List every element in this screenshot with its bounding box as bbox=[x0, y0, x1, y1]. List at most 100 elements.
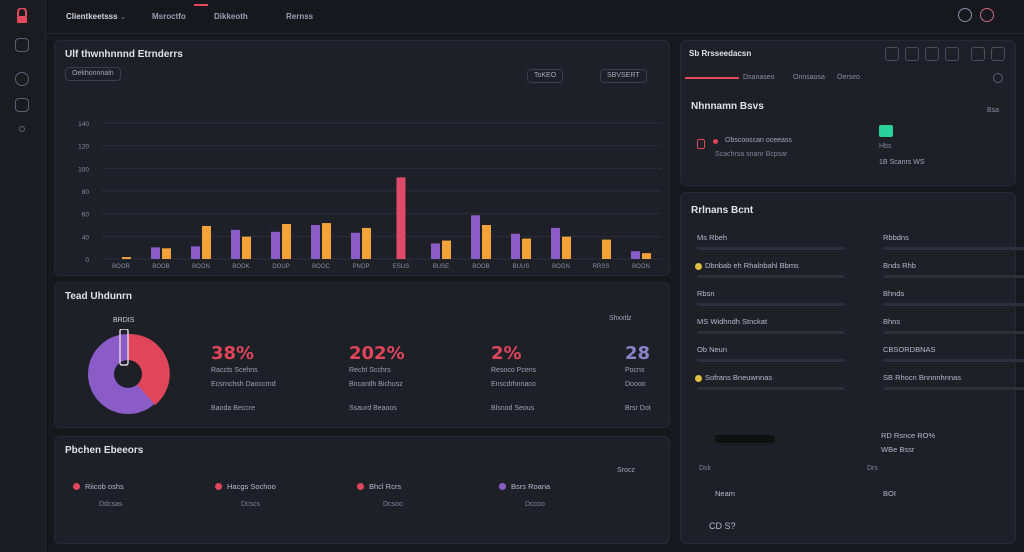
tool-2-icon[interactable] bbox=[905, 47, 919, 61]
tab-clients[interactable]: Clientkeetsss bbox=[66, 12, 118, 21]
bar[interactable] bbox=[282, 224, 291, 259]
settings-row[interactable]: Sofrans Bneuwnnas bbox=[695, 373, 845, 393]
row-label: SB Rhocn Bnnnnhnnas bbox=[883, 373, 961, 382]
y-tick-label: 60 bbox=[82, 212, 90, 219]
bar[interactable] bbox=[442, 240, 451, 259]
row-track bbox=[883, 331, 1024, 334]
pie-label: BRDIS bbox=[113, 317, 135, 324]
settings-row[interactable]: Rbbdns bbox=[881, 233, 1024, 253]
row-label: Ms Rbeh bbox=[697, 233, 728, 242]
item-label: Hacgs Sochoo bbox=[227, 482, 276, 491]
bar[interactable] bbox=[362, 227, 371, 259]
rb-b6: BOI bbox=[883, 489, 896, 498]
tool-6-icon[interactable] bbox=[991, 47, 1005, 61]
bar[interactable] bbox=[471, 215, 480, 259]
settings-row[interactable]: Rbsn bbox=[695, 289, 845, 309]
lower-chip[interactable]: Srocz bbox=[617, 467, 635, 474]
tool-5-icon[interactable] bbox=[971, 47, 985, 61]
item-label: Riicob oshs bbox=[85, 482, 124, 491]
row-track bbox=[883, 359, 1024, 362]
kpi-value: 202% bbox=[349, 343, 405, 364]
chart-chip-a[interactable]: ToKEO bbox=[527, 69, 564, 83]
tool-1-icon[interactable] bbox=[885, 47, 899, 61]
settings-row[interactable]: Ms Rbeh bbox=[695, 233, 845, 253]
bar[interactable] bbox=[431, 243, 440, 259]
bar[interactable] bbox=[202, 225, 211, 259]
settings-row[interactable]: Dbnbab eh Rhalnbahl Bbms bbox=[695, 261, 845, 281]
kpi-line-3: Blsnod Seous bbox=[491, 405, 535, 412]
rt-tab-0[interactable]: Dsanaseo bbox=[743, 74, 775, 81]
notifications-icon[interactable] bbox=[958, 8, 972, 22]
right-bottom-title: Rrlnans Bcnt bbox=[691, 205, 754, 216]
bar[interactable] bbox=[551, 227, 560, 259]
app-logo-icon[interactable] bbox=[15, 8, 29, 24]
tab-details[interactable]: Dikkeoth bbox=[214, 12, 248, 21]
settings-row[interactable]: SB Rhocn Bnnnnhnnas bbox=[881, 373, 1024, 393]
bar[interactable] bbox=[602, 239, 611, 259]
row-track bbox=[883, 387, 1024, 390]
kpi-line-2: Bncantlh Bichusz bbox=[349, 381, 403, 388]
bar[interactable] bbox=[151, 247, 160, 259]
bar[interactable] bbox=[522, 238, 531, 259]
bar[interactable] bbox=[231, 229, 240, 259]
dashboard-icon[interactable] bbox=[15, 38, 29, 52]
settings-row[interactable]: Bhns bbox=[881, 317, 1024, 337]
bar[interactable] bbox=[562, 236, 571, 259]
item-sub: Dcsoo bbox=[383, 501, 403, 508]
rb-b5: Neam bbox=[715, 489, 736, 498]
bar[interactable] bbox=[631, 251, 640, 259]
row-label: Rbbdns bbox=[883, 233, 909, 242]
chart-chip-b[interactable]: SBVSERT bbox=[600, 69, 647, 83]
row-track bbox=[883, 247, 1024, 250]
chart-icon[interactable] bbox=[15, 72, 29, 86]
bar[interactable] bbox=[642, 253, 651, 259]
bar[interactable] bbox=[242, 236, 251, 259]
row-track bbox=[697, 359, 845, 362]
bar[interactable] bbox=[322, 223, 331, 259]
avatar[interactable] bbox=[980, 8, 994, 22]
chart-filter[interactable]: Oekhonnnaln bbox=[65, 67, 121, 81]
pie-chart bbox=[88, 329, 170, 414]
tab-metrics[interactable]: Msroctfo bbox=[152, 12, 186, 21]
rt-row-2: Scachrsa snanr Bcpsar bbox=[715, 151, 788, 158]
users-icon[interactable] bbox=[15, 98, 29, 112]
rb-b1: RD Rsnce RO% bbox=[881, 431, 936, 440]
x-tick-label: BOON bbox=[632, 264, 650, 270]
bar[interactable] bbox=[351, 232, 360, 259]
tool-4-icon[interactable] bbox=[945, 47, 959, 61]
row-label: MS Widhndh Stnckat bbox=[697, 317, 768, 326]
rt-tab-2[interactable]: Oerseo bbox=[837, 74, 860, 81]
bar[interactable] bbox=[482, 225, 491, 259]
tab-reports[interactable]: Rernss bbox=[286, 12, 314, 21]
y-tick-label: 140 bbox=[78, 121, 89, 128]
kpi-line-3: Baoda Beccre bbox=[211, 405, 255, 412]
row-track bbox=[697, 247, 845, 250]
bar[interactable] bbox=[311, 225, 320, 259]
bar[interactable] bbox=[122, 257, 131, 259]
kpi-badge[interactable]: Shxxtlz bbox=[609, 315, 632, 322]
top-bar: Clientkeetsss ⌄ Msroctfo Dikkeoth Rernss bbox=[46, 0, 1024, 34]
settings-row[interactable]: Ob Neun bbox=[695, 345, 845, 365]
right-top-corner: Bsa bbox=[987, 107, 1000, 114]
rt-tab-1[interactable]: Onnsaosa bbox=[793, 74, 825, 81]
rb-footer: CD S? bbox=[709, 521, 736, 531]
tool-3-icon[interactable] bbox=[925, 47, 939, 61]
bar[interactable] bbox=[162, 248, 171, 259]
alert-icon bbox=[697, 139, 705, 149]
masked-field bbox=[715, 435, 775, 443]
settings-row[interactable]: Bnds Rhb bbox=[881, 261, 1024, 281]
bar[interactable] bbox=[511, 233, 520, 259]
bar[interactable] bbox=[271, 231, 280, 259]
settings-row[interactable]: Bhnds bbox=[881, 289, 1024, 309]
settings-icon[interactable] bbox=[19, 126, 25, 132]
settings-row[interactable]: CBSORDBNAS bbox=[881, 345, 1024, 365]
bar[interactable] bbox=[191, 246, 200, 259]
kpi-line-1: Pocns bbox=[625, 367, 645, 374]
info-icon[interactable] bbox=[993, 73, 1003, 83]
row-label: Ob Neun bbox=[697, 345, 728, 354]
settings-row[interactable]: MS Widhndh Stnckat bbox=[695, 317, 845, 337]
row-label: Sofrans Bneuwnnas bbox=[705, 373, 773, 382]
bar[interactable] bbox=[396, 177, 406, 259]
row-track bbox=[697, 303, 845, 306]
x-tick-label: BOOK bbox=[232, 264, 249, 270]
